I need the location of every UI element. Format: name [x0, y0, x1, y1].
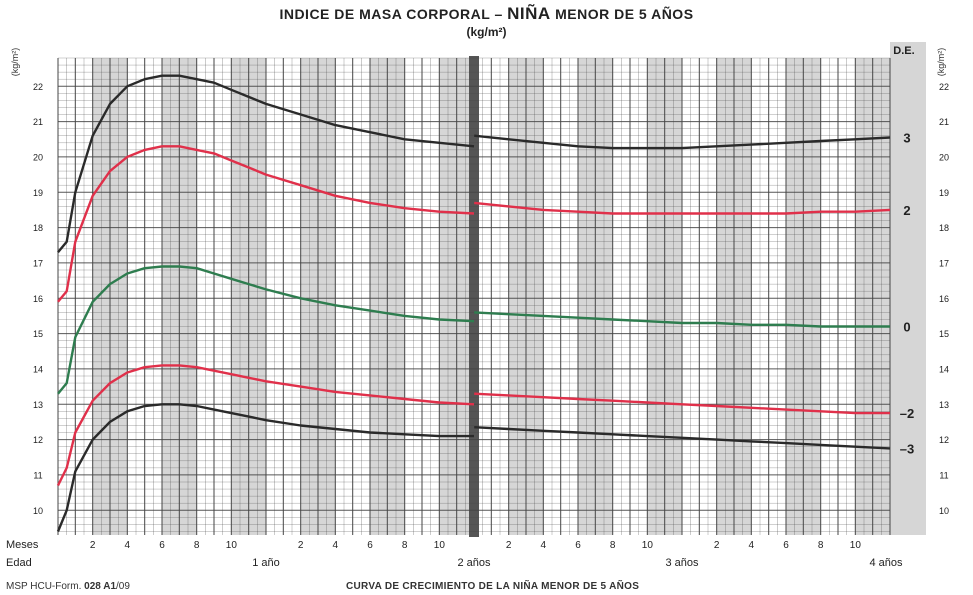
footer-title: CURVA DE CRECIMIENTO DE LA NIÑA MENOR DE… — [346, 581, 640, 592]
month-tick-label: 8 — [194, 540, 200, 551]
y-tick-right: 15 — [939, 329, 949, 339]
y-tick-right: 17 — [939, 258, 949, 268]
x-tick-labels: 2 4 6 8 10 2 4 6 8 10 2 4 6 8 10 2 4 6 8 10 1 año 2 años 3 año… — [90, 540, 903, 569]
y-tick-left: 13 — [33, 400, 43, 410]
y-tick-left: 18 — [33, 223, 43, 233]
y-tick-left: 14 — [33, 364, 43, 374]
y-unit-right: (kg/m²) — [936, 48, 946, 77]
sd-label: 2 — [903, 203, 910, 218]
sd-label: –2 — [900, 406, 914, 421]
y-tick-left: 22 — [33, 82, 43, 92]
vertical-gridlines — [57, 56, 891, 537]
title-bold: NIÑA — [507, 4, 551, 23]
sd-label: 0 — [903, 320, 910, 335]
month-tick-label: 8 — [610, 540, 616, 551]
y-tick-right: 16 — [939, 294, 949, 304]
month-tick-label: 2 — [298, 540, 304, 551]
month-tick-label: 10 — [434, 540, 446, 551]
y-tick-right: 11 — [939, 470, 948, 480]
month-tick-label: 8 — [818, 540, 824, 551]
curve-curve_3-over-2 — [474, 134, 891, 150]
y-tick-labels: 10 10 11 11 12 12 13 13 14 14 15 15 16 16 17 17 18 18 19 19… — [33, 82, 949, 516]
y-tick-left: 21 — [33, 117, 43, 127]
month-tick-label: 2 — [506, 540, 512, 551]
month-tick-label: 6 — [367, 540, 373, 551]
y-tick-right: 18 — [939, 223, 949, 233]
month-tick-label: 2 — [714, 540, 720, 551]
year-label: 3 años — [665, 557, 699, 569]
month-tick-label: 4 — [125, 540, 131, 551]
curve-curve_0-under-2 — [57, 265, 475, 395]
meses-label: Meses — [6, 539, 39, 551]
curve-curve_2-over-2 — [474, 201, 891, 215]
month-tick-label: 4 — [333, 540, 339, 551]
month-tick-label: 6 — [159, 540, 165, 551]
curve-curve_3-under-2 — [57, 74, 475, 254]
y-tick-left: 20 — [33, 152, 43, 162]
two-year-divider — [469, 56, 479, 537]
y-tick-right: 12 — [939, 435, 949, 445]
curve-curve_m3-over-2 — [474, 426, 891, 450]
title-unit: (kg/m²) — [466, 25, 507, 39]
footer-form: MSP HCU-Form. 028 A1/09 — [6, 581, 130, 592]
curve-curve_m2-under-2 — [56, 364, 475, 487]
y-tick-right: 20 — [939, 152, 949, 162]
y-tick-right: 13 — [939, 400, 949, 410]
curve-curve_0-over-2 — [474, 311, 890, 328]
sd-label: –3 — [900, 441, 914, 456]
curve-curve_m2-over-2 — [474, 392, 890, 415]
month-tick-label: 2 — [90, 540, 96, 551]
sd-label: 3 — [903, 131, 910, 146]
horizontal-gridlines — [58, 57, 890, 532]
y-tick-right: 10 — [939, 506, 949, 516]
y-tick-left: 11 — [33, 470, 42, 480]
title-suffix: MENOR DE 5 AÑOS — [555, 6, 694, 22]
chart-title: INDICE DE MASA CORPORAL – NIÑA MENOR DE … — [0, 4, 973, 39]
y-tick-right: 14 — [939, 364, 949, 374]
sd-labels: 3 2 0 –2 –3 — [900, 131, 914, 457]
y-tick-left: 10 — [33, 506, 43, 516]
edad-label: Edad — [6, 557, 32, 569]
year-label: 1 año — [252, 557, 280, 569]
y-tick-right: 19 — [939, 188, 949, 198]
percentile-curves — [56, 74, 891, 532]
y-tick-left: 15 — [33, 329, 43, 339]
footer-form-year: /09 — [116, 581, 130, 592]
month-tick-label: 10 — [642, 540, 654, 551]
curve-curve_m3-under-2 — [56, 403, 474, 532]
y-tick-left: 17 — [33, 258, 43, 268]
y-tick-right: 21 — [939, 117, 949, 127]
y-tick-left: 16 — [33, 294, 43, 304]
month-tick-label: 8 — [402, 540, 408, 551]
month-tick-label: 10 — [850, 540, 862, 551]
month-tick-label: 4 — [541, 540, 547, 551]
de-label: D.E. — [893, 45, 914, 57]
y-unit-left: (kg/m²) — [10, 48, 20, 77]
y-tick-right: 22 — [939, 82, 949, 92]
curve-curve_2-under-2 — [57, 145, 475, 303]
year-label: 4 años — [869, 557, 903, 569]
de-column — [890, 42, 926, 535]
month-tick-label: 4 — [749, 540, 755, 551]
footer-form-prefix: MSP HCU-Form. — [6, 581, 82, 592]
month-tick-label: 10 — [226, 540, 238, 551]
y-tick-left: 19 — [33, 188, 43, 198]
month-tick-label: 6 — [783, 540, 789, 551]
footer-form-number: 028 A1 — [84, 581, 117, 592]
year-label: 2 años — [457, 557, 491, 569]
month-tick-label: 6 — [575, 540, 581, 551]
title-prefix: INDICE DE MASA CORPORAL – — [279, 6, 503, 22]
y-tick-left: 12 — [33, 435, 43, 445]
